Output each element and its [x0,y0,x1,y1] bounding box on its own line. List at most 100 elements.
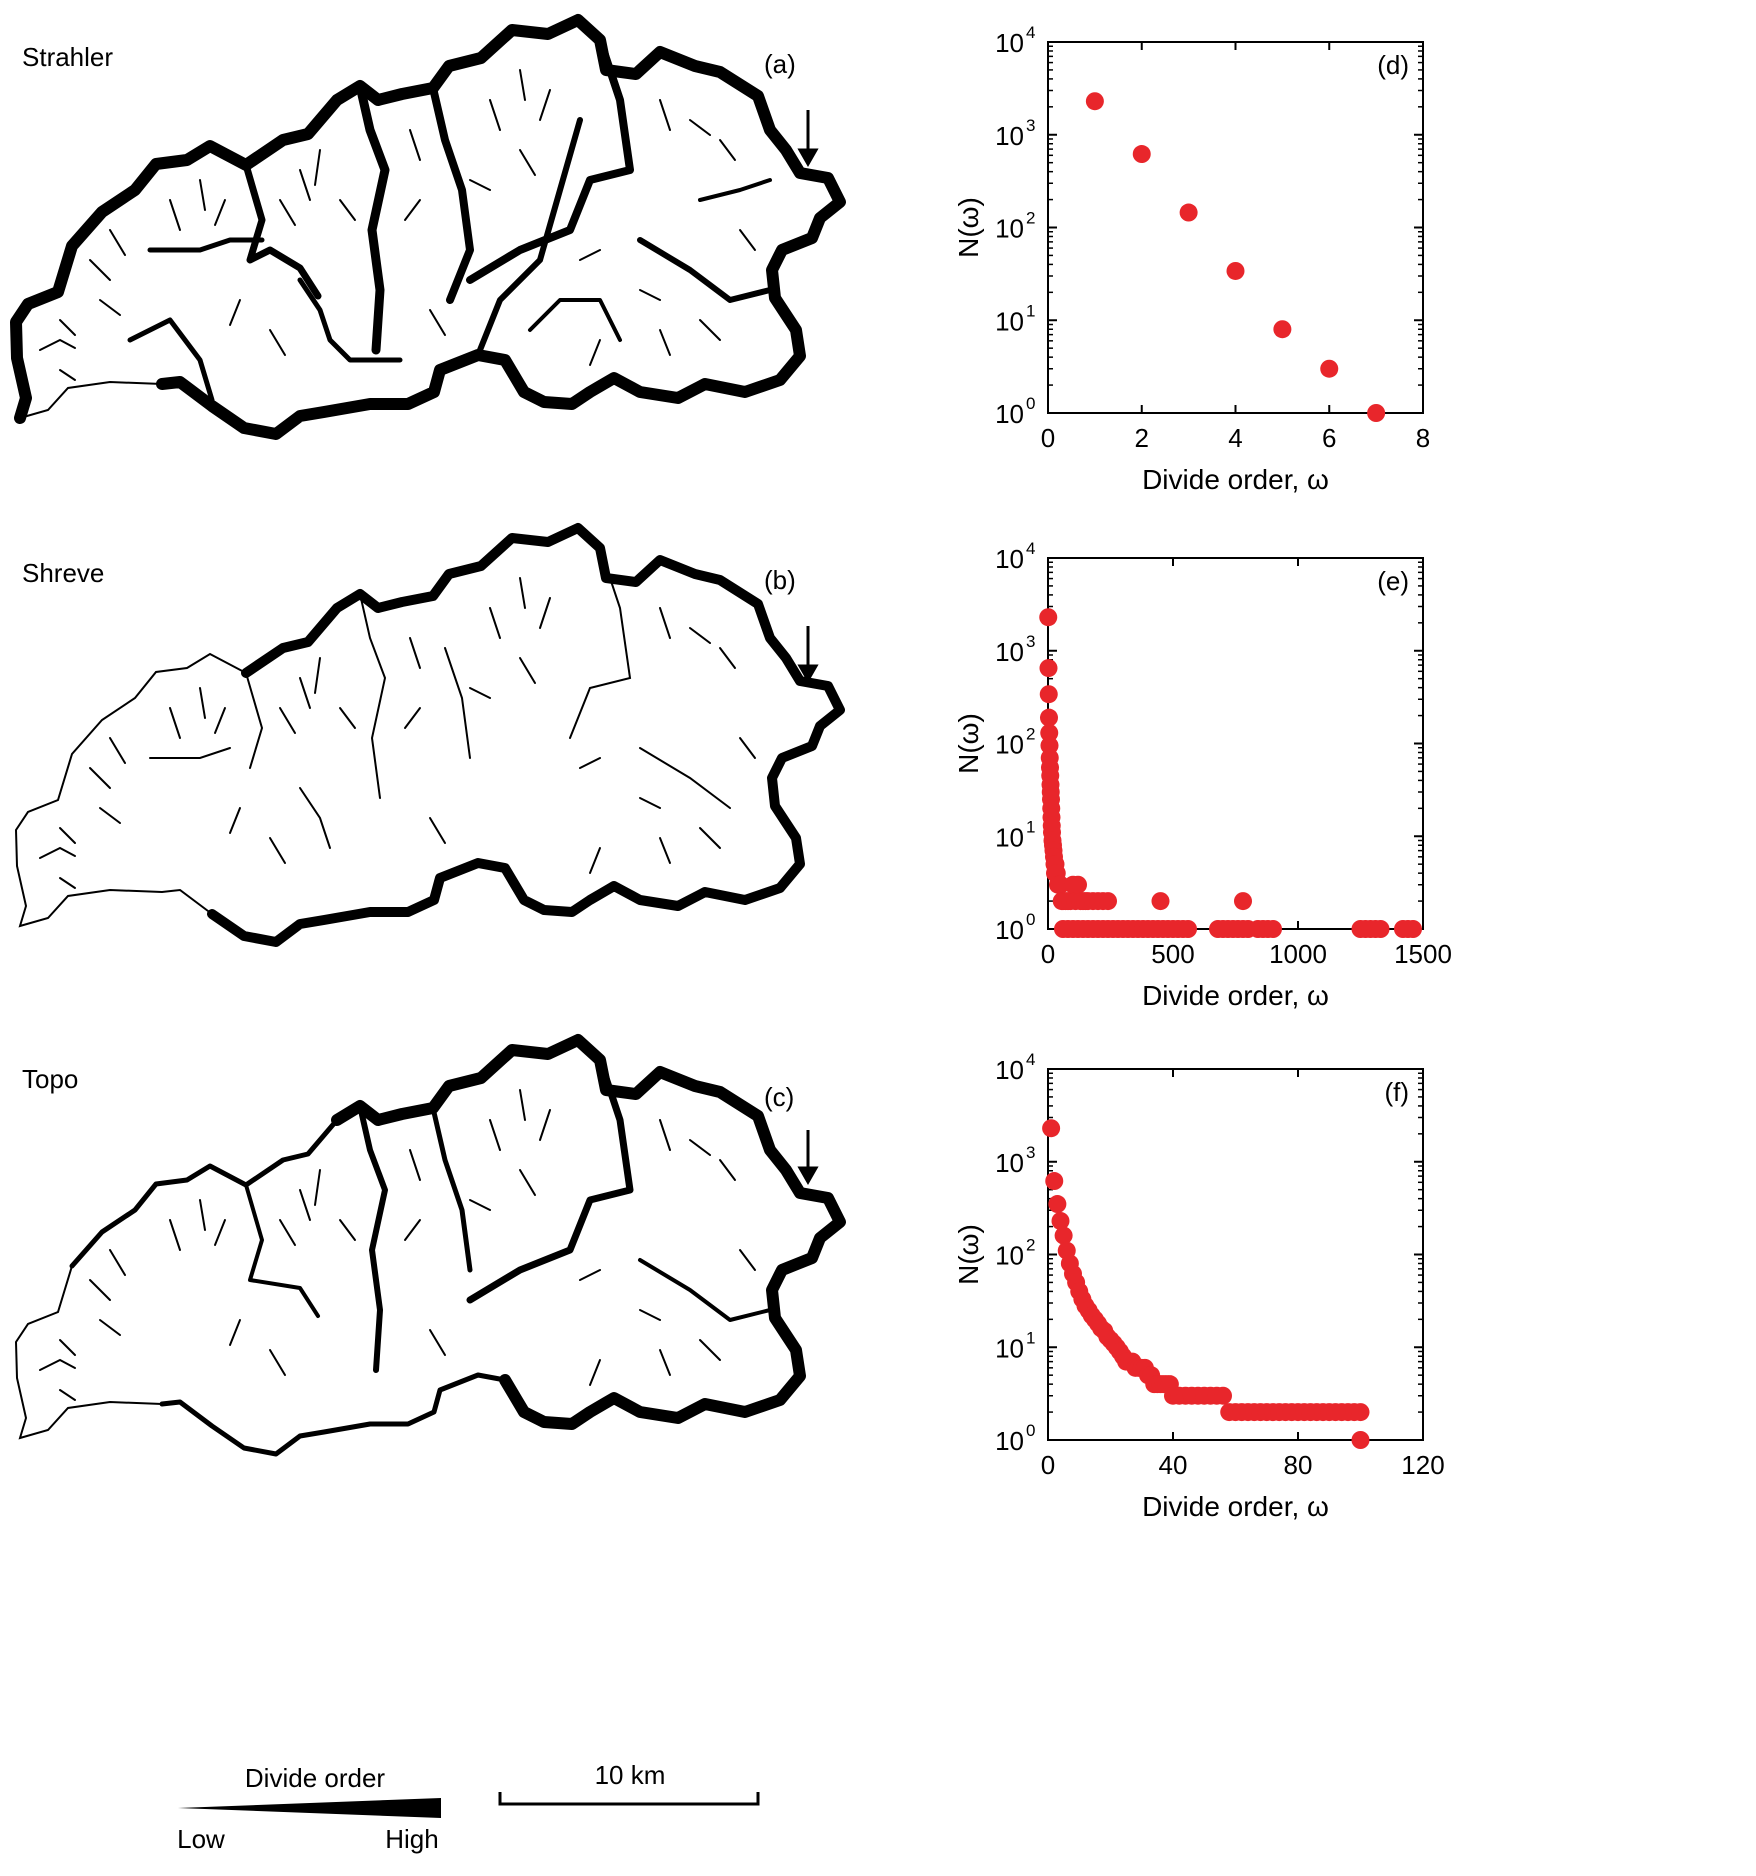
plot-frame [1047,41,1424,414]
y-tick-label: 10 [995,399,1024,429]
x-tick-label: 0 [1041,423,1055,453]
legend-low-label: Low [177,1824,225,1854]
internal-divides [244,1056,772,1373]
data-point [1371,920,1390,938]
data-point [1273,320,1292,339]
data-point [1351,1431,1370,1449]
data-point [1045,1172,1064,1191]
map-panel-topo: Topo (c) [15,1034,846,1457]
map-title: Strahler [22,42,113,72]
data-point [1040,708,1058,727]
y-tick-exponent: 4 [1026,23,1035,42]
legend-title: Divide order [245,1763,386,1793]
x-tick-label: 0 [1041,1450,1055,1480]
data-point [1179,203,1198,222]
drainage-basin [15,1034,846,1457]
basin-divide-outline-west [69,1117,508,1457]
y-tick-exponent: 3 [1026,1143,1035,1162]
map-panel-strahler: Strahler (a) [10,14,846,440]
x-tick-label: 1500 [1394,939,1452,969]
y-tick-exponent: 0 [1026,910,1035,929]
map-title: Shreve [22,558,104,588]
legend-wedge [178,1798,441,1818]
y-tick-label: 10 [995,306,1024,336]
y-tick-label: 10 [995,1333,1024,1363]
basin-divide-outline [331,1034,846,1430]
data-point [1048,1195,1067,1214]
internal-divides [127,36,773,403]
y-tick-exponent: 2 [1026,209,1035,228]
y-tick-label: 10 [995,1241,1024,1271]
x-tick-label: 8 [1416,423,1430,453]
y-tick-exponent: 4 [1026,1050,1035,1069]
y-tick-label: 10 [995,121,1024,151]
y-tick-exponent: 1 [1026,817,1035,836]
data-point [1051,1211,1070,1230]
data-point [1132,145,1151,164]
low-order-divides [39,547,756,889]
y-tick-exponent: 1 [1026,301,1035,320]
scale-bar-line [498,1792,760,1806]
map-title: Topo [22,1064,78,1094]
x-axis-label: Divide order, ω [1142,980,1329,1011]
basin-divide-outline [10,14,846,440]
panel-letter: (c) [764,1082,794,1112]
y-tick-label: 10 [995,214,1024,244]
data-point [1404,920,1422,938]
data-point [1069,875,1087,894]
data-point [1234,892,1252,911]
y-tick-label: 10 [995,1148,1024,1178]
x-tick-label: 0 [1041,939,1055,969]
y-tick-label: 10 [995,1055,1024,1085]
y-tick-label: 10 [995,730,1024,760]
data-point [1226,261,1245,280]
y-axis-label: N(ω) [953,1224,984,1285]
y-tick-exponent: 1 [1026,1328,1035,1347]
data-point [1042,1119,1061,1138]
x-tick-label: 40 [1159,1450,1188,1480]
panel-letter: (e) [1377,566,1409,596]
x-tick-label: 1000 [1269,939,1327,969]
y-tick-label: 10 [995,544,1024,574]
y-tick-label: 10 [995,1426,1024,1456]
data-point [1085,92,1104,111]
data-point [1351,1403,1370,1422]
data-point [1039,659,1058,678]
data-point [1367,404,1386,422]
y-tick-exponent: 0 [1026,1421,1035,1440]
x-tick-label: 500 [1151,939,1194,969]
y-tick-exponent: 3 [1026,116,1035,135]
x-axis-label: Divide order, ω [1142,1491,1329,1522]
data-point [1264,920,1282,938]
scale-bar: 10 km [498,1760,760,1806]
y-tick-exponent: 0 [1026,394,1035,413]
x-tick-label: 120 [1401,1450,1444,1480]
data-point [1039,685,1058,704]
outlet-arrow-icon [797,1130,819,1186]
y-tick-label: 10 [995,637,1024,667]
panel-letter: (b) [764,565,796,595]
low-order-divides [39,1089,756,1401]
plot-frame [1047,1068,1424,1441]
data-point [1099,892,1117,911]
y-tick-label: 10 [995,822,1024,852]
outlet-arrow-icon [797,626,819,684]
y-tick-label: 10 [995,28,1024,58]
panel-letter: (f) [1384,1077,1409,1107]
map-panel-shreve: Shreve (b) [15,523,845,947]
scale-bar-label: 10 km [595,1760,666,1790]
y-tick-exponent: 2 [1026,1236,1035,1255]
data-point [1039,608,1058,627]
y-tick-exponent: 2 [1026,725,1035,744]
panel-letter: (d) [1377,50,1409,80]
y-tick-label: 10 [995,915,1024,945]
plot-frame [1047,557,1424,930]
outlet-arrow-icon [797,110,819,168]
data-point [1320,359,1339,378]
data-point [1051,875,1070,894]
legend-high-label: High [385,1824,438,1854]
